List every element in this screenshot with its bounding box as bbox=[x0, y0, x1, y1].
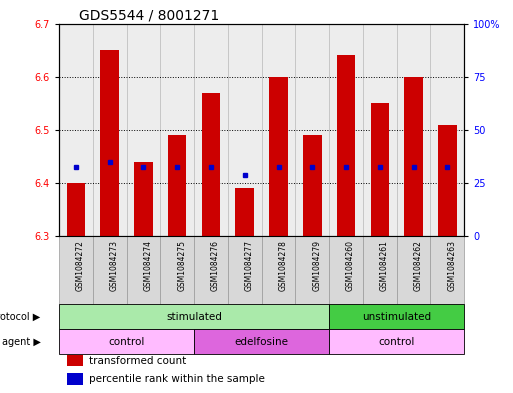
Text: GSM1084276: GSM1084276 bbox=[211, 240, 220, 291]
Bar bbox=[194, 24, 228, 236]
Text: agent ▶: agent ▶ bbox=[2, 337, 41, 347]
Bar bbox=[160, 236, 194, 304]
Text: GSM1084277: GSM1084277 bbox=[245, 240, 254, 291]
Text: GSM1084262: GSM1084262 bbox=[413, 240, 423, 290]
Bar bbox=[303, 135, 322, 236]
Bar bbox=[404, 77, 423, 236]
Bar bbox=[329, 24, 363, 236]
Text: stimulated: stimulated bbox=[166, 312, 222, 321]
Text: GSM1084260: GSM1084260 bbox=[346, 240, 355, 291]
Bar bbox=[67, 183, 85, 236]
Bar bbox=[59, 329, 194, 354]
Bar bbox=[295, 24, 329, 236]
Text: control: control bbox=[108, 337, 145, 347]
Text: GSM1084275: GSM1084275 bbox=[177, 240, 186, 291]
Text: transformed count: transformed count bbox=[89, 356, 187, 365]
Bar bbox=[93, 24, 127, 236]
Bar bbox=[329, 304, 464, 329]
Text: GDS5544 / 8001271: GDS5544 / 8001271 bbox=[79, 8, 220, 22]
Text: GSM1084278: GSM1084278 bbox=[279, 240, 287, 290]
Text: percentile rank within the sample: percentile rank within the sample bbox=[89, 374, 265, 384]
Bar bbox=[262, 24, 295, 236]
Bar bbox=[59, 236, 93, 304]
Bar bbox=[438, 125, 457, 236]
Bar bbox=[127, 236, 160, 304]
Bar bbox=[93, 236, 127, 304]
Bar bbox=[59, 304, 329, 329]
Bar bbox=[235, 188, 254, 236]
Bar bbox=[228, 24, 262, 236]
Bar bbox=[329, 236, 363, 304]
Bar bbox=[134, 162, 153, 236]
Bar bbox=[67, 373, 83, 384]
Bar bbox=[337, 55, 356, 236]
Bar bbox=[430, 24, 464, 236]
Bar bbox=[194, 236, 228, 304]
Text: GSM1084273: GSM1084273 bbox=[110, 240, 119, 291]
Bar bbox=[59, 24, 93, 236]
Bar bbox=[363, 236, 397, 304]
Text: protocol ▶: protocol ▶ bbox=[0, 312, 41, 321]
Bar bbox=[363, 24, 397, 236]
Text: GSM1084261: GSM1084261 bbox=[380, 240, 389, 290]
Bar bbox=[127, 24, 160, 236]
Bar bbox=[160, 24, 194, 236]
Text: unstimulated: unstimulated bbox=[362, 312, 431, 321]
Bar bbox=[397, 24, 430, 236]
Text: GSM1084274: GSM1084274 bbox=[144, 240, 152, 291]
Text: edelfosine: edelfosine bbox=[234, 337, 289, 347]
Bar bbox=[194, 329, 329, 354]
Bar bbox=[370, 103, 389, 236]
Bar bbox=[67, 355, 83, 366]
Text: GSM1084279: GSM1084279 bbox=[312, 240, 321, 291]
Bar bbox=[262, 236, 295, 304]
Bar bbox=[397, 236, 430, 304]
Text: GSM1084263: GSM1084263 bbox=[447, 240, 457, 291]
Bar bbox=[202, 93, 220, 236]
Bar bbox=[329, 329, 464, 354]
Bar bbox=[295, 236, 329, 304]
Bar bbox=[168, 135, 187, 236]
Bar bbox=[430, 236, 464, 304]
Bar bbox=[228, 236, 262, 304]
Text: control: control bbox=[379, 337, 415, 347]
Text: GSM1084272: GSM1084272 bbox=[76, 240, 85, 290]
Bar bbox=[269, 77, 288, 236]
Bar bbox=[101, 50, 119, 236]
